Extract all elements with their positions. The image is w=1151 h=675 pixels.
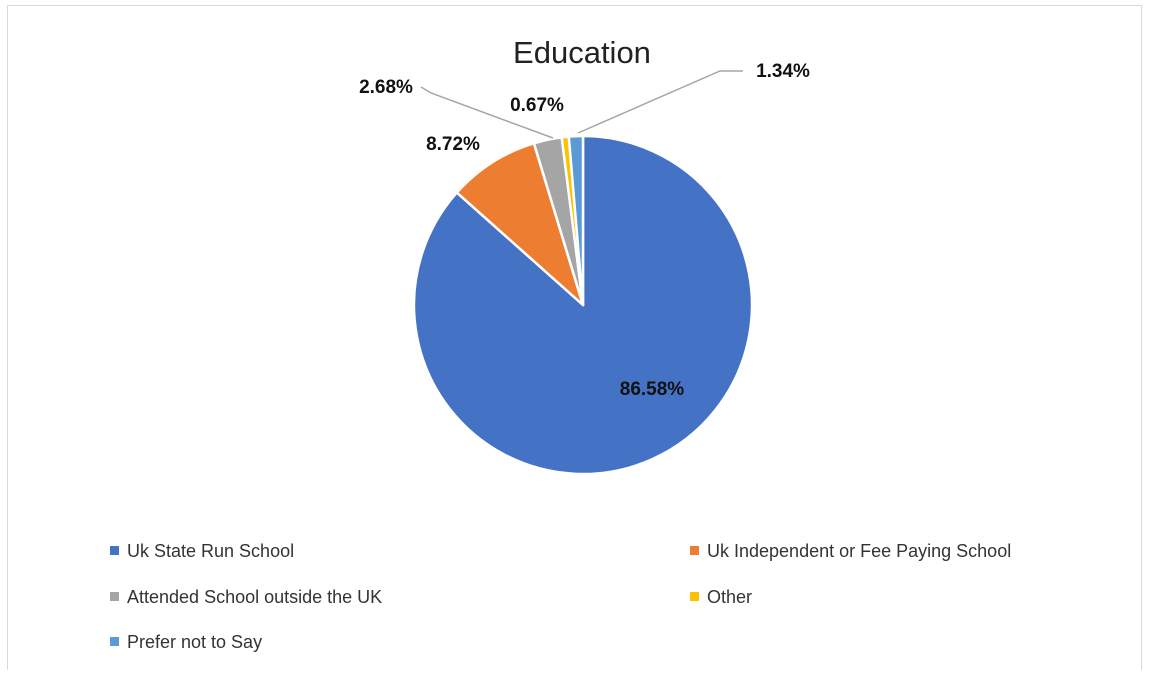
legend-swatch-uk-state-run-school [110,546,119,555]
data-label-attended-school-outside-the-uk: 2.68% [359,77,413,98]
data-label-other: 0.67% [510,95,564,116]
leader-line-attended-school-outside-the-uk [420,86,554,139]
legend-swatch-other [690,592,699,601]
legend-label-uk-state-run-school: Uk State Run School [127,541,294,561]
leader-lines [420,70,743,139]
chart-frame [7,5,1142,670]
data-label-uk-state-run-school: 86.58% [620,379,685,400]
legend-label-other: Other [707,587,752,607]
legend-label-uk-independent-or-fee-paying-school: Uk Independent or Fee Paying School [707,541,1011,561]
legend: Uk State Run School Uk Independent or Fee… [110,541,1011,652]
legend-swatch-prefer-not-to-say [110,637,119,646]
pie-slices [412,134,754,476]
chart-title: Education [513,35,651,70]
data-labels: 86.58% 8.72% 2.68% 0.67% 1.34% [359,61,810,400]
data-label-prefer-not-to-say: 1.34% [756,61,810,82]
data-label-uk-independent-or-fee-paying-school: 8.72% [426,134,480,155]
pie-slice-uk-independent-or-fee-paying-school [455,142,585,307]
pie-slice-prefer-not-to-say [567,134,585,307]
leader-line-prefer-not-to-say [577,70,743,134]
legend-label-attended-school-outside-the-uk: Attended School outside the UK [127,587,382,607]
legend-label-prefer-not-to-say: Prefer not to Say [127,632,262,652]
legend-swatch-uk-independent-or-fee-paying-school [690,546,699,555]
legend-swatch-attended-school-outside-the-uk [110,592,119,601]
